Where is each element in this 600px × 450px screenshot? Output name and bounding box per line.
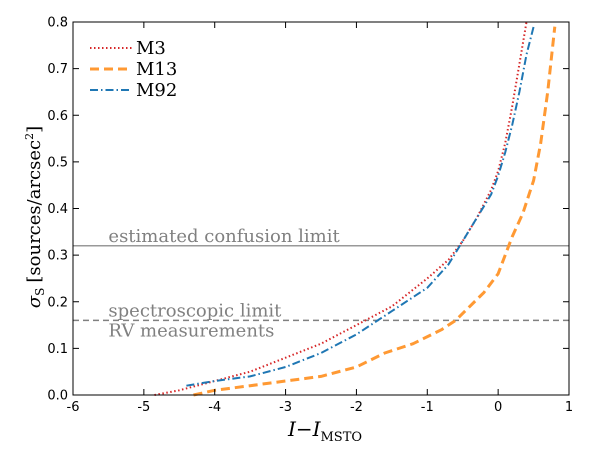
x-tick-label: -3	[279, 400, 292, 415]
reference-line-label: estimated confusion limit	[108, 226, 340, 247]
x-tick-label: -1	[421, 400, 434, 415]
x-axis-ticks: -6 -5 -4 -3 -2 -1 0 1	[67, 22, 573, 415]
y-axis-label: σS [sources/arcsec2]	[23, 126, 47, 308]
x-tick-label: 1	[565, 400, 573, 415]
y-tick-label: 0.3	[47, 249, 68, 264]
series-line-m92	[186, 26, 535, 387]
x-tick-label: -2	[350, 400, 363, 415]
x-axis-label: I−IMSTO	[287, 417, 362, 445]
y-axis-label-unit: [sources/arcsec	[24, 140, 45, 283]
y-axis-label-symbol: σ	[24, 295, 45, 308]
y-axis-label-unit-superscript: 2	[23, 133, 36, 140]
y-tick-label: 0.0	[47, 389, 68, 404]
legend-label-m3: M3	[136, 38, 166, 59]
x-tick-label: -4	[208, 400, 221, 415]
x-axis-label-subscript: MSTO	[321, 430, 363, 445]
reference-lines: estimated confusion limit spectroscopic l…	[73, 226, 569, 341]
y-tick-label: 0.2	[47, 295, 68, 310]
x-tick-label: -5	[137, 400, 150, 415]
y-axis-ticks: 0.0 0.1 0.2 0.3 0.4 0.5 0.6 0.7 0.8	[47, 16, 569, 404]
reference-line-label: RV measurements	[108, 320, 274, 341]
y-tick-label: 0.1	[47, 342, 68, 357]
y-tick-label: 0.8	[47, 16, 68, 31]
y-tick-label: 0.5	[47, 155, 68, 170]
y-tick-label: 0.6	[47, 109, 68, 124]
y-axis-label-unit-close: ]	[24, 126, 45, 133]
x-tick-label: 0	[494, 400, 502, 415]
y-tick-label: 0.4	[47, 202, 68, 217]
legend-label-m13: M13	[136, 59, 177, 80]
y-axis-label-subscript: S	[33, 288, 47, 296]
series-line-m3	[154, 21, 528, 396]
reference-line-label: spectroscopic limit	[108, 300, 282, 321]
x-axis-label-main: I−I	[287, 417, 322, 441]
legend-label-m92: M92	[136, 80, 177, 101]
series-line-m13	[193, 26, 557, 397]
x-tick-label: -6	[67, 400, 80, 415]
series-group	[154, 21, 557, 397]
y-tick-label: 0.7	[47, 62, 68, 77]
